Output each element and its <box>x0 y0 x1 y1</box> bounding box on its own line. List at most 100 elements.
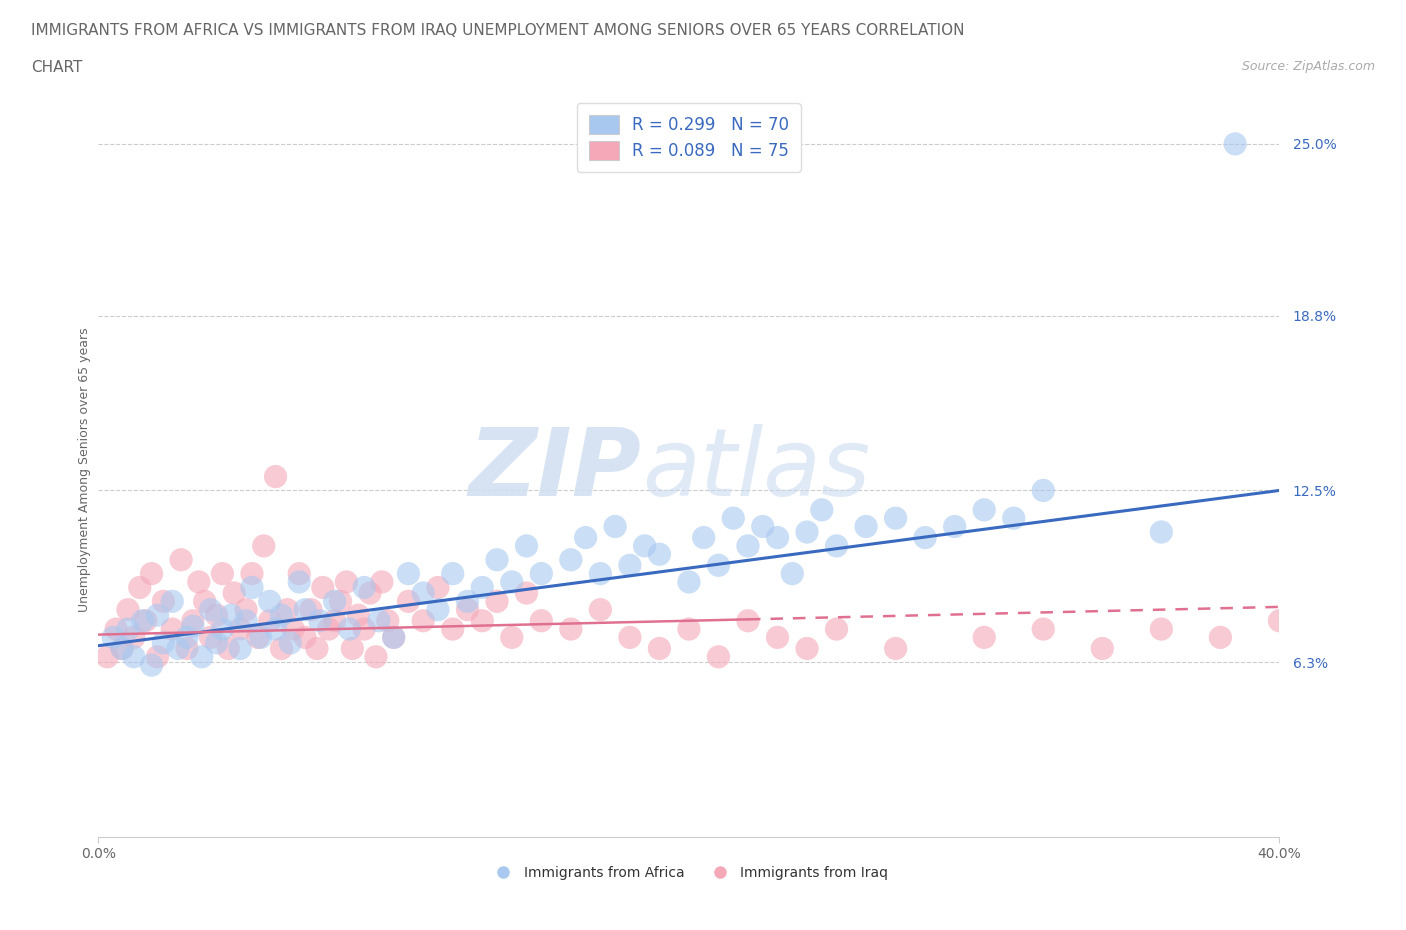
Point <box>678 575 700 590</box>
Point <box>235 613 257 628</box>
Point <box>427 580 450 595</box>
Point <box>200 603 222 618</box>
Point <box>943 519 966 534</box>
Point <box>766 530 789 545</box>
Point <box>224 586 246 601</box>
Point <box>246 630 269 644</box>
Point <box>117 603 139 618</box>
Point <box>318 621 340 636</box>
Point <box>782 566 804 581</box>
Point <box>471 580 494 595</box>
Y-axis label: Unemployment Among Seniors over 65 years: Unemployment Among Seniors over 65 years <box>79 327 91 612</box>
Point <box>187 575 209 590</box>
Point <box>235 603 257 618</box>
Point <box>294 603 316 618</box>
Point <box>229 641 252 656</box>
Point <box>884 641 907 656</box>
Text: Source: ZipAtlas.com: Source: ZipAtlas.com <box>1241 60 1375 73</box>
Point <box>146 649 169 664</box>
Point <box>176 641 198 656</box>
Point <box>766 630 789 644</box>
Point <box>486 552 509 567</box>
Point <box>162 621 183 636</box>
Point <box>176 630 198 644</box>
Point <box>574 530 596 545</box>
Point <box>122 649 145 664</box>
Point <box>283 621 305 636</box>
Point <box>648 641 671 656</box>
Point <box>337 621 360 636</box>
Point <box>678 621 700 636</box>
Point <box>96 649 118 664</box>
Point <box>1091 641 1114 656</box>
Text: IMMIGRANTS FROM AFRICA VS IMMIGRANTS FROM IRAQ UNEMPLOYMENT AMONG SENIORS OVER 6: IMMIGRANTS FROM AFRICA VS IMMIGRANTS FRO… <box>31 23 965 38</box>
Point <box>111 641 134 656</box>
Point <box>191 649 214 664</box>
Point <box>486 594 509 609</box>
Point <box>855 519 877 534</box>
Point <box>721 511 744 525</box>
Point <box>205 635 228 650</box>
Point <box>1032 621 1054 636</box>
Point <box>589 566 612 581</box>
Point <box>211 566 233 581</box>
Point <box>501 575 523 590</box>
Point <box>170 552 193 567</box>
Point <box>371 575 394 590</box>
Point <box>141 658 163 672</box>
Point <box>278 635 302 650</box>
Point <box>412 613 434 628</box>
Text: atlas: atlas <box>641 424 870 515</box>
Point <box>219 608 242 623</box>
Point <box>240 566 263 581</box>
Point <box>456 603 478 618</box>
Point <box>396 566 419 581</box>
Point <box>323 594 346 609</box>
Point <box>146 608 169 623</box>
Point <box>259 613 281 628</box>
Point <box>229 621 252 636</box>
Point <box>299 603 322 618</box>
Point <box>211 621 233 636</box>
Point <box>259 594 281 609</box>
Point <box>441 566 464 581</box>
Text: ZIP: ZIP <box>468 424 641 515</box>
Point <box>181 613 204 628</box>
Point <box>530 566 553 581</box>
Point <box>312 580 335 595</box>
Point <box>560 621 582 636</box>
Point <box>1268 613 1291 628</box>
Point <box>117 621 139 636</box>
Point <box>141 566 163 581</box>
Point <box>796 641 818 656</box>
Point <box>353 580 375 595</box>
Point <box>471 613 494 628</box>
Point <box>217 641 239 656</box>
Point <box>707 558 730 573</box>
Point <box>1002 511 1025 525</box>
Point <box>619 558 641 573</box>
Point <box>253 538 276 553</box>
Point <box>914 530 936 545</box>
Point <box>135 613 157 628</box>
Point <box>619 630 641 644</box>
Point <box>270 608 292 623</box>
Point <box>530 613 553 628</box>
Point <box>605 519 627 534</box>
Point <box>515 586 537 601</box>
Point <box>152 635 174 650</box>
Point <box>633 538 655 553</box>
Point <box>884 511 907 525</box>
Point <box>796 525 818 539</box>
Point <box>353 621 375 636</box>
Point <box>347 608 370 623</box>
Point <box>167 641 190 656</box>
Point <box>560 552 582 567</box>
Point <box>342 641 364 656</box>
Point <box>335 575 357 590</box>
Point <box>368 613 391 628</box>
Point <box>105 621 128 636</box>
Point <box>264 469 287 484</box>
Point <box>276 603 298 618</box>
Point <box>456 594 478 609</box>
